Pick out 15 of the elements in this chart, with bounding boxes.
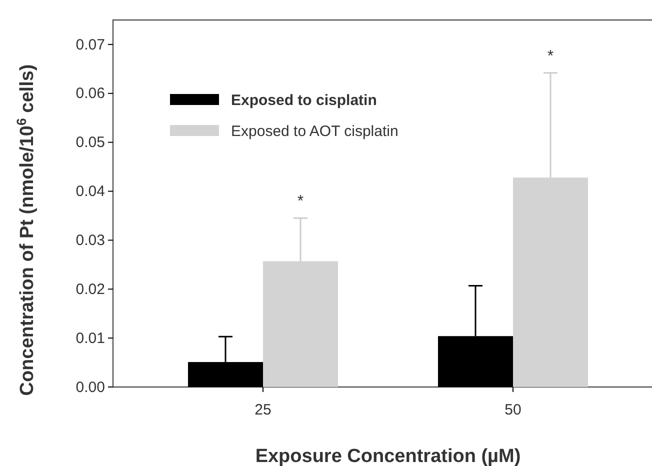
annotation: * <box>297 193 304 210</box>
x-axis-title: Exposure Concentration (µM) <box>255 446 521 466</box>
y-tick-label: 0.05 <box>76 134 105 152</box>
y-tick-label: 0.01 <box>76 330 105 347</box>
legend-label: Exposed to AOT cisplatin <box>231 123 398 140</box>
annotation: * <box>547 48 554 65</box>
y-tick-label: 0.06 <box>76 85 105 102</box>
x-tick-label: 25 <box>254 402 272 419</box>
y-tick-label: 0.07 <box>76 36 105 54</box>
x-tick-label: 50 <box>504 402 522 419</box>
y-tick-label: 0.02 <box>76 280 105 298</box>
y-tick-label: 0.03 <box>76 232 105 249</box>
legend-label: Exposed to cisplatin <box>231 92 377 109</box>
y-tick-label: 0.00 <box>76 378 105 396</box>
y-tick-label: 0.04 <box>76 183 105 200</box>
